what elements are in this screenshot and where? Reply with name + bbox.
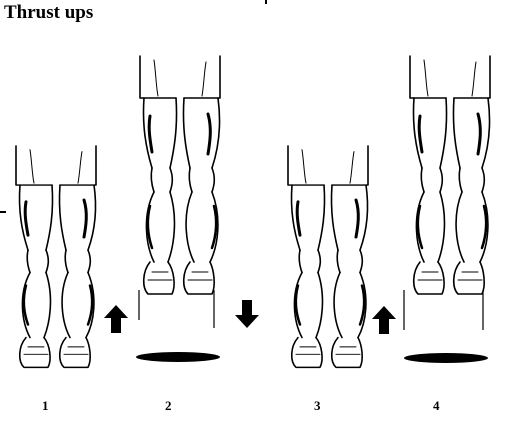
step-1-figure (14, 144, 98, 369)
step-2-label: 2 (165, 398, 172, 413)
step-4-shadow (404, 353, 488, 363)
step-3-label: 3 (314, 398, 321, 413)
step-1-label: 1 (42, 398, 49, 413)
step-2-shadow (136, 352, 220, 362)
step-1-up-arrow-icon (104, 305, 128, 333)
step-4-figure (403, 54, 492, 330)
step-2-down-arrow-icon (235, 300, 259, 328)
step-2-figure (138, 54, 222, 328)
step-4-label: 4 (433, 398, 440, 413)
diagram-title: Thrust ups (4, 2, 94, 23)
step-3-up-arrow-icon (372, 306, 396, 334)
step-3-figure (286, 144, 370, 369)
